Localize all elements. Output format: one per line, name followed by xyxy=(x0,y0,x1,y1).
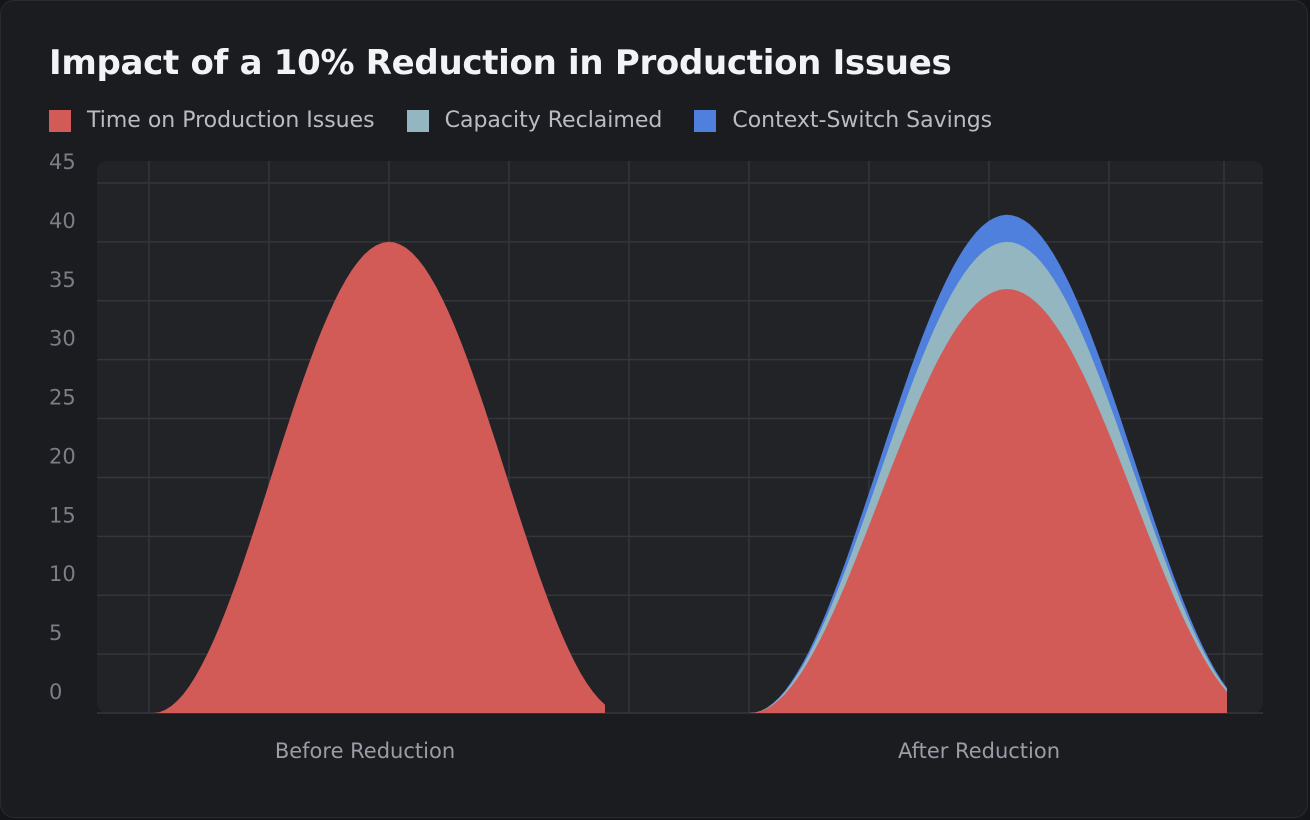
y-tick-label-25: 25 xyxy=(49,386,76,410)
area-series xyxy=(123,214,1227,714)
legend-swatch-context-switch-savings xyxy=(694,109,717,132)
x-category-label-before-reduction: Before Reduction xyxy=(275,739,455,763)
legend-swatch-production-issues xyxy=(49,109,71,132)
y-tick-label-40: 40 xyxy=(49,209,76,233)
legend-label-capacity-reclaimed: Capacity Reclaimed xyxy=(444,108,663,133)
chart-legend: Time on Production Issues Capacity Recla… xyxy=(49,108,1024,133)
legend-label-context-switch-savings: Context-Switch Savings xyxy=(732,108,993,133)
area-time-on-production-issues-after-reduction[interactable] xyxy=(749,289,1227,713)
area-time-on-production-issues-before-reduction[interactable] xyxy=(123,241,605,713)
legend-item-context-switch-savings[interactable]: Context-Switch Savings xyxy=(694,108,992,133)
y-tick-label-35: 35 xyxy=(49,268,76,292)
x-category-label-after-reduction: After Reduction xyxy=(898,739,1060,763)
legend-item-production-issues[interactable]: Time on Production Issues xyxy=(49,108,375,133)
y-tick-label-0: 0 xyxy=(49,680,62,704)
y-tick-label-15: 15 xyxy=(49,503,76,527)
y-tick-label-5: 5 xyxy=(49,621,62,645)
legend-swatch-capacity-reclaimed xyxy=(406,109,429,132)
y-tick-label-30: 30 xyxy=(49,327,76,351)
legend-label-production-issues: Time on Production Issues xyxy=(87,108,375,133)
y-tick-label-10: 10 xyxy=(49,562,76,586)
y-tick-label-45: 45 xyxy=(49,150,76,174)
legend-item-capacity-reclaimed[interactable]: Capacity Reclaimed xyxy=(406,108,663,133)
chart-title: Impact of a 10% Reduction in Production … xyxy=(49,43,952,83)
y-tick-label-20: 20 xyxy=(49,444,76,468)
